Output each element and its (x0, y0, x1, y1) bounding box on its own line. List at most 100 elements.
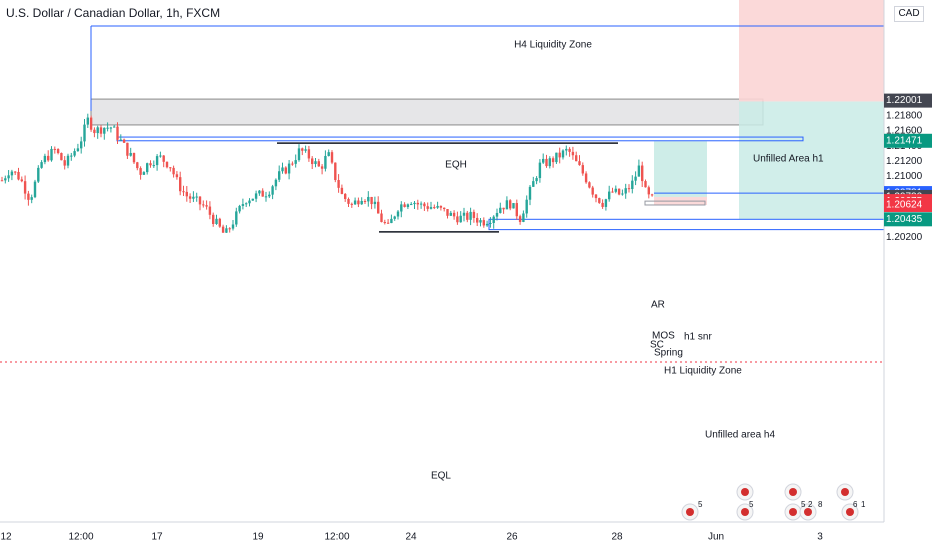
candle-body[interactable] (37, 167, 40, 182)
candle-body[interactable] (330, 152, 334, 163)
candle-body[interactable] (20, 179, 23, 182)
candle-body[interactable] (136, 162, 139, 169)
candle-body[interactable] (159, 155, 162, 157)
candle-body[interactable] (476, 217, 479, 223)
candle-body[interactable] (225, 228, 228, 233)
candle-body[interactable] (594, 194, 598, 199)
currency-tag[interactable]: CAD (894, 6, 924, 22)
candle-body[interactable] (631, 180, 634, 190)
candle-body[interactable] (535, 178, 538, 182)
candle-body[interactable] (93, 129, 96, 134)
candle-body[interactable] (492, 216, 495, 223)
price-label-box[interactable] (884, 197, 932, 212)
candle-body[interactable] (621, 193, 624, 195)
candle-body[interactable] (218, 218, 221, 227)
candle-body[interactable] (650, 194, 654, 196)
candle-body[interactable] (238, 205, 241, 212)
candle-body[interactable] (291, 163, 294, 165)
candle-body[interactable] (66, 155, 70, 166)
candle-body[interactable] (162, 155, 165, 162)
candle-body[interactable] (591, 187, 594, 195)
candle-body[interactable] (33, 181, 37, 198)
candle-body[interactable] (568, 148, 571, 152)
candle-body[interactable] (43, 155, 47, 163)
candle-body[interactable] (23, 181, 27, 194)
candle-body[interactable] (601, 202, 604, 207)
candle-body[interactable] (304, 149, 307, 151)
candle-body[interactable] (179, 177, 182, 192)
candle-body[interactable] (370, 196, 373, 205)
candle-body[interactable] (512, 203, 515, 209)
candle-body[interactable] (155, 156, 159, 166)
candle-body[interactable] (413, 202, 416, 205)
candle-body[interactable] (56, 149, 60, 154)
candle-body[interactable] (551, 158, 555, 163)
candle-body[interactable] (575, 155, 578, 162)
candle-body[interactable] (146, 163, 149, 173)
candle-body[interactable] (27, 193, 30, 200)
candle-body[interactable] (264, 196, 268, 198)
candle-body[interactable] (258, 190, 261, 194)
candle-body[interactable] (598, 198, 601, 203)
candle-body[interactable] (522, 213, 525, 222)
candle-body[interactable] (202, 204, 205, 206)
candle-body[interactable] (53, 148, 56, 150)
candle-body[interactable] (608, 191, 611, 200)
candle-body[interactable] (419, 203, 423, 205)
candle-body[interactable] (268, 194, 271, 197)
candle-body[interactable] (30, 197, 33, 200)
price-label-box[interactable] (884, 133, 932, 148)
candle-body[interactable] (109, 127, 113, 129)
candle-body[interactable] (499, 207, 502, 213)
candle-body[interactable] (0, 180, 4, 182)
candle-body[interactable] (367, 196, 370, 202)
candle-body[interactable] (320, 166, 324, 169)
candle-body[interactable] (390, 218, 393, 224)
candle-body[interactable] (40, 162, 43, 168)
candle-body[interactable] (205, 205, 208, 207)
candle-body[interactable] (400, 204, 403, 212)
candle-body[interactable] (301, 148, 304, 151)
candle-body[interactable] (132, 152, 136, 163)
candle-body[interactable] (617, 188, 621, 195)
candle-body[interactable] (489, 222, 492, 224)
candle-body[interactable] (278, 171, 281, 180)
candle-body[interactable] (307, 149, 311, 159)
candle-body[interactable] (248, 200, 251, 204)
candle-body[interactable] (505, 200, 509, 210)
zone-target-small[interactable] (654, 141, 707, 197)
candle-body[interactable] (195, 196, 198, 198)
candle-body[interactable] (182, 191, 185, 193)
candle-body[interactable] (479, 220, 482, 223)
candle-body[interactable] (317, 161, 320, 167)
candle-body[interactable] (63, 160, 66, 166)
candle-body[interactable] (588, 182, 591, 188)
candle-body[interactable] (439, 205, 443, 208)
candle-body[interactable] (423, 203, 426, 207)
candle-body[interactable] (558, 152, 561, 158)
candle-body[interactable] (334, 162, 337, 181)
candle-body[interactable] (10, 171, 14, 176)
candle-body[interactable] (271, 186, 274, 195)
candle-body[interactable] (73, 151, 76, 156)
candle-body[interactable] (245, 203, 248, 205)
candle-body[interactable] (641, 165, 644, 182)
candle-body[interactable] (261, 190, 264, 197)
candle-body[interactable] (548, 158, 551, 167)
candle-body[interactable] (459, 215, 462, 223)
candle-body[interactable] (614, 188, 617, 192)
candle-body[interactable] (584, 173, 588, 183)
candle-body[interactable] (337, 180, 340, 188)
candle-body[interactable] (377, 201, 380, 214)
candle-body[interactable] (221, 226, 225, 233)
candle-body[interactable] (360, 200, 363, 205)
candle-body[interactable] (251, 198, 254, 201)
candle-body[interactable] (363, 200, 367, 202)
candle-body[interactable] (604, 199, 608, 207)
candle-body[interactable] (446, 209, 449, 216)
zone-h4-liquidity[interactable] (90, 98, 764, 126)
candle-body[interactable] (17, 171, 20, 180)
candle-body[interactable] (235, 211, 238, 225)
candle-body[interactable] (116, 126, 119, 140)
